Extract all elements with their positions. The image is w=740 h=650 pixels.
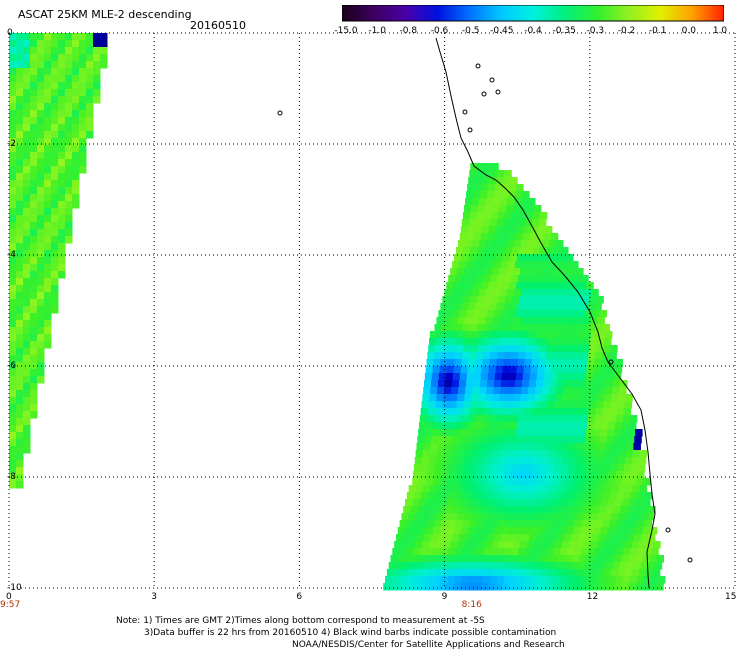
left-swath [9,33,108,489]
y-tick-label: -2 [7,139,16,149]
note-line-1: Note: 1) Times are GMT 2)Times along bot… [116,616,485,626]
colorbar-label: -1.0 [368,26,386,36]
island [687,557,693,563]
x-tick-label: 9 [441,592,448,602]
time-label: 8:16 [461,600,482,610]
colorbar-label: 0.0 [681,26,696,36]
colorbar-gradient [342,5,724,22]
island [608,359,614,365]
note-line-3: NOAA/NESDIS/Center for Satellite Applica… [292,640,565,650]
x-tick-label: 12 [586,592,599,602]
y-tick-label: -8 [7,472,16,482]
note-line-2: 3)Data buffer is 22 hrs from 20160510 4)… [144,628,557,638]
colorbar-label: -15.0 [334,26,358,36]
colorbar-label: -0.4 [524,26,542,36]
island [665,527,671,533]
x-tick-label: 15 [725,592,737,602]
island [467,127,473,133]
island [475,63,481,69]
coastline [435,37,656,589]
grid [8,32,736,589]
x-tick-label: 6 [296,592,303,602]
colorbar-label: -0.45 [490,26,514,36]
island [462,109,468,115]
y-tick-label: 0 [7,28,13,38]
colorbar-label: 1.0 [712,26,728,36]
right-swath [383,163,666,591]
colorbar-label: -0.1 [648,26,667,36]
island [495,89,501,95]
colorbar-strip [342,5,724,22]
colorbar-label: -0.2 [617,26,636,36]
colorbar-label: -0.6 [430,26,449,36]
island [489,77,495,83]
colorbar-label: -0.3 [586,26,605,36]
y-tick-label: -6 [7,361,16,371]
time-label: 9:57 [0,600,21,610]
x-tick-label: 0 [6,592,12,602]
island [481,91,487,97]
y-tick-label: -10 [7,583,22,593]
colorbar-label: -0.5 [461,26,480,36]
product-date: 20160510 [190,19,246,32]
x-tick-label: 3 [151,592,157,602]
colorbar-label: -0.8 [399,26,418,36]
island [277,110,283,116]
y-tick-label: -4 [7,250,16,260]
colorbar-label: -0.35 [552,26,576,36]
product-title: ASCAT 25KM MLE-2 descending [18,8,192,21]
